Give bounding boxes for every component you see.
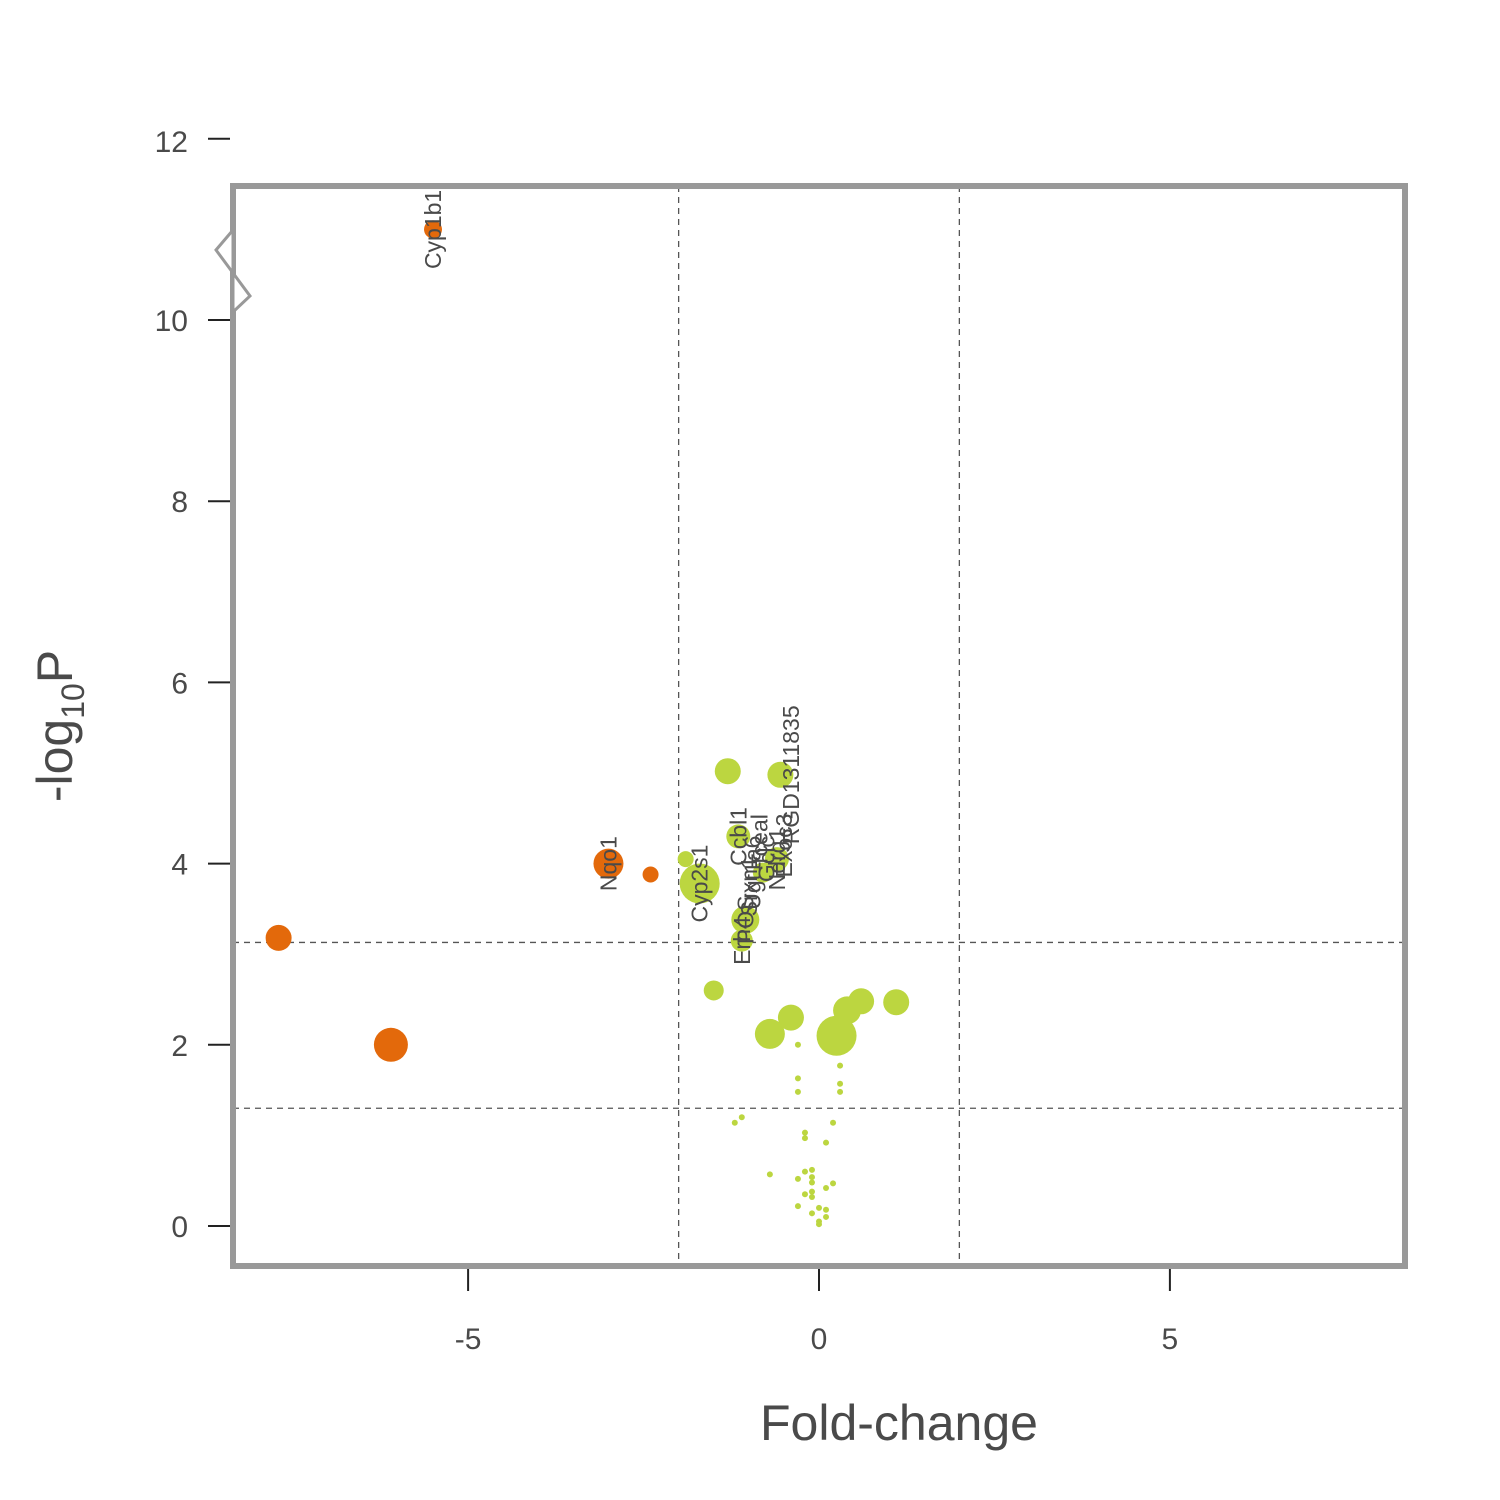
data-point-ns xyxy=(808,1174,815,1181)
data-point-ns xyxy=(816,1015,857,1056)
data-point-ns xyxy=(752,862,773,883)
data-point-ns xyxy=(731,1119,738,1126)
data-point-down xyxy=(642,866,659,883)
y-tick-label: 10 xyxy=(155,305,188,338)
data-point-ns xyxy=(823,1206,830,1213)
x-axis-title: Fold-change xyxy=(760,1395,1038,1451)
data-point-ns xyxy=(677,851,694,868)
point-label: Ndrg1 xyxy=(764,828,790,891)
data-point-ns xyxy=(794,1041,801,1048)
data-point-ns xyxy=(801,1168,808,1175)
data-point-ns xyxy=(808,1166,815,1173)
cutoff-lines xyxy=(233,186,1405,1266)
data-point-ns xyxy=(764,847,789,872)
data-point-ns xyxy=(808,1188,815,1195)
data-point-ns xyxy=(714,758,741,785)
data-point-ns xyxy=(738,1114,745,1121)
y-tick-label: 4 xyxy=(171,849,188,882)
data-point-ns xyxy=(794,1075,801,1082)
data-point-ns xyxy=(794,1088,801,1095)
data-point-ns xyxy=(703,980,724,1001)
point-label: POS xyxy=(732,895,758,944)
data-point-ns xyxy=(754,1018,785,1049)
data-point-ns xyxy=(808,1179,815,1186)
point-label: Gclc xyxy=(753,836,779,882)
axis-break-mark xyxy=(214,225,252,316)
data-point-ns xyxy=(731,905,760,934)
data-point-down xyxy=(373,1027,408,1062)
data-point-ns xyxy=(816,1221,822,1228)
data-point-down xyxy=(265,924,292,951)
y-axis-title-main: -log xyxy=(27,719,83,802)
data-point-ns xyxy=(801,1191,808,1198)
data-point-ns xyxy=(777,1004,804,1031)
x-axis: -5 0 5 xyxy=(455,1269,1178,1356)
data-point-ns xyxy=(823,1213,830,1220)
point-label: RGD1311835 xyxy=(778,705,804,844)
y-axis: 0 2 4 6 8 10 12 xyxy=(155,126,230,1244)
point-label: Exoc3 xyxy=(771,814,797,878)
data-point-ns xyxy=(837,1062,844,1069)
x-tick-label: 0 xyxy=(811,1323,828,1356)
y-axis-title-subscript: 10 xyxy=(55,683,91,719)
data-point-ns xyxy=(730,929,753,952)
data-points xyxy=(265,220,910,1228)
y-tick-label: 0 xyxy=(171,1211,188,1244)
point-label: Srxn1 xyxy=(736,856,762,916)
y-axis-title: -log10P xyxy=(27,650,91,802)
x-tick-label: -5 xyxy=(455,1323,482,1356)
data-point-down xyxy=(424,220,443,239)
point-label: Tceal xyxy=(746,814,772,868)
plot-frame xyxy=(230,183,1408,1269)
data-point-ns xyxy=(883,989,910,1016)
data-point-down xyxy=(593,848,624,879)
y-axis-title-tail: P xyxy=(27,650,83,683)
point-label: Erh4 xyxy=(729,916,755,965)
data-point-ns xyxy=(801,1129,808,1136)
point-label: Ugt1a6 xyxy=(739,836,765,910)
data-point-ns xyxy=(679,863,720,904)
point-label: Cyp2s1 xyxy=(687,845,713,923)
y-tick-label: 6 xyxy=(171,667,188,700)
point-label: Cyp1b1 xyxy=(420,190,446,269)
data-point-ns xyxy=(830,1119,837,1126)
data-point-ns xyxy=(848,988,875,1015)
data-point-ns xyxy=(808,1194,815,1201)
data-point-ns xyxy=(794,1203,801,1210)
point-label: Nqo1 xyxy=(595,836,621,891)
data-point-ns xyxy=(726,824,751,849)
data-point-ns xyxy=(801,1135,808,1142)
data-point-ns xyxy=(830,1180,837,1187)
point-label: Ccbl1 xyxy=(725,807,751,866)
data-point-ns xyxy=(823,1139,830,1146)
y-tick-label: 8 xyxy=(171,486,188,519)
y-tick-label: 2 xyxy=(171,1030,188,1063)
data-point-ns xyxy=(837,1088,844,1095)
data-point-ns xyxy=(794,1175,801,1182)
data-point-ns xyxy=(816,1204,822,1211)
y-tick-label: 12 xyxy=(155,126,188,159)
data-point-ns xyxy=(837,1080,844,1087)
data-point-ns xyxy=(766,1171,773,1178)
data-point-ns xyxy=(823,1184,830,1191)
data-point-ns xyxy=(808,1210,815,1217)
x-tick-label: 5 xyxy=(1162,1323,1179,1356)
data-point-ns xyxy=(767,761,794,788)
